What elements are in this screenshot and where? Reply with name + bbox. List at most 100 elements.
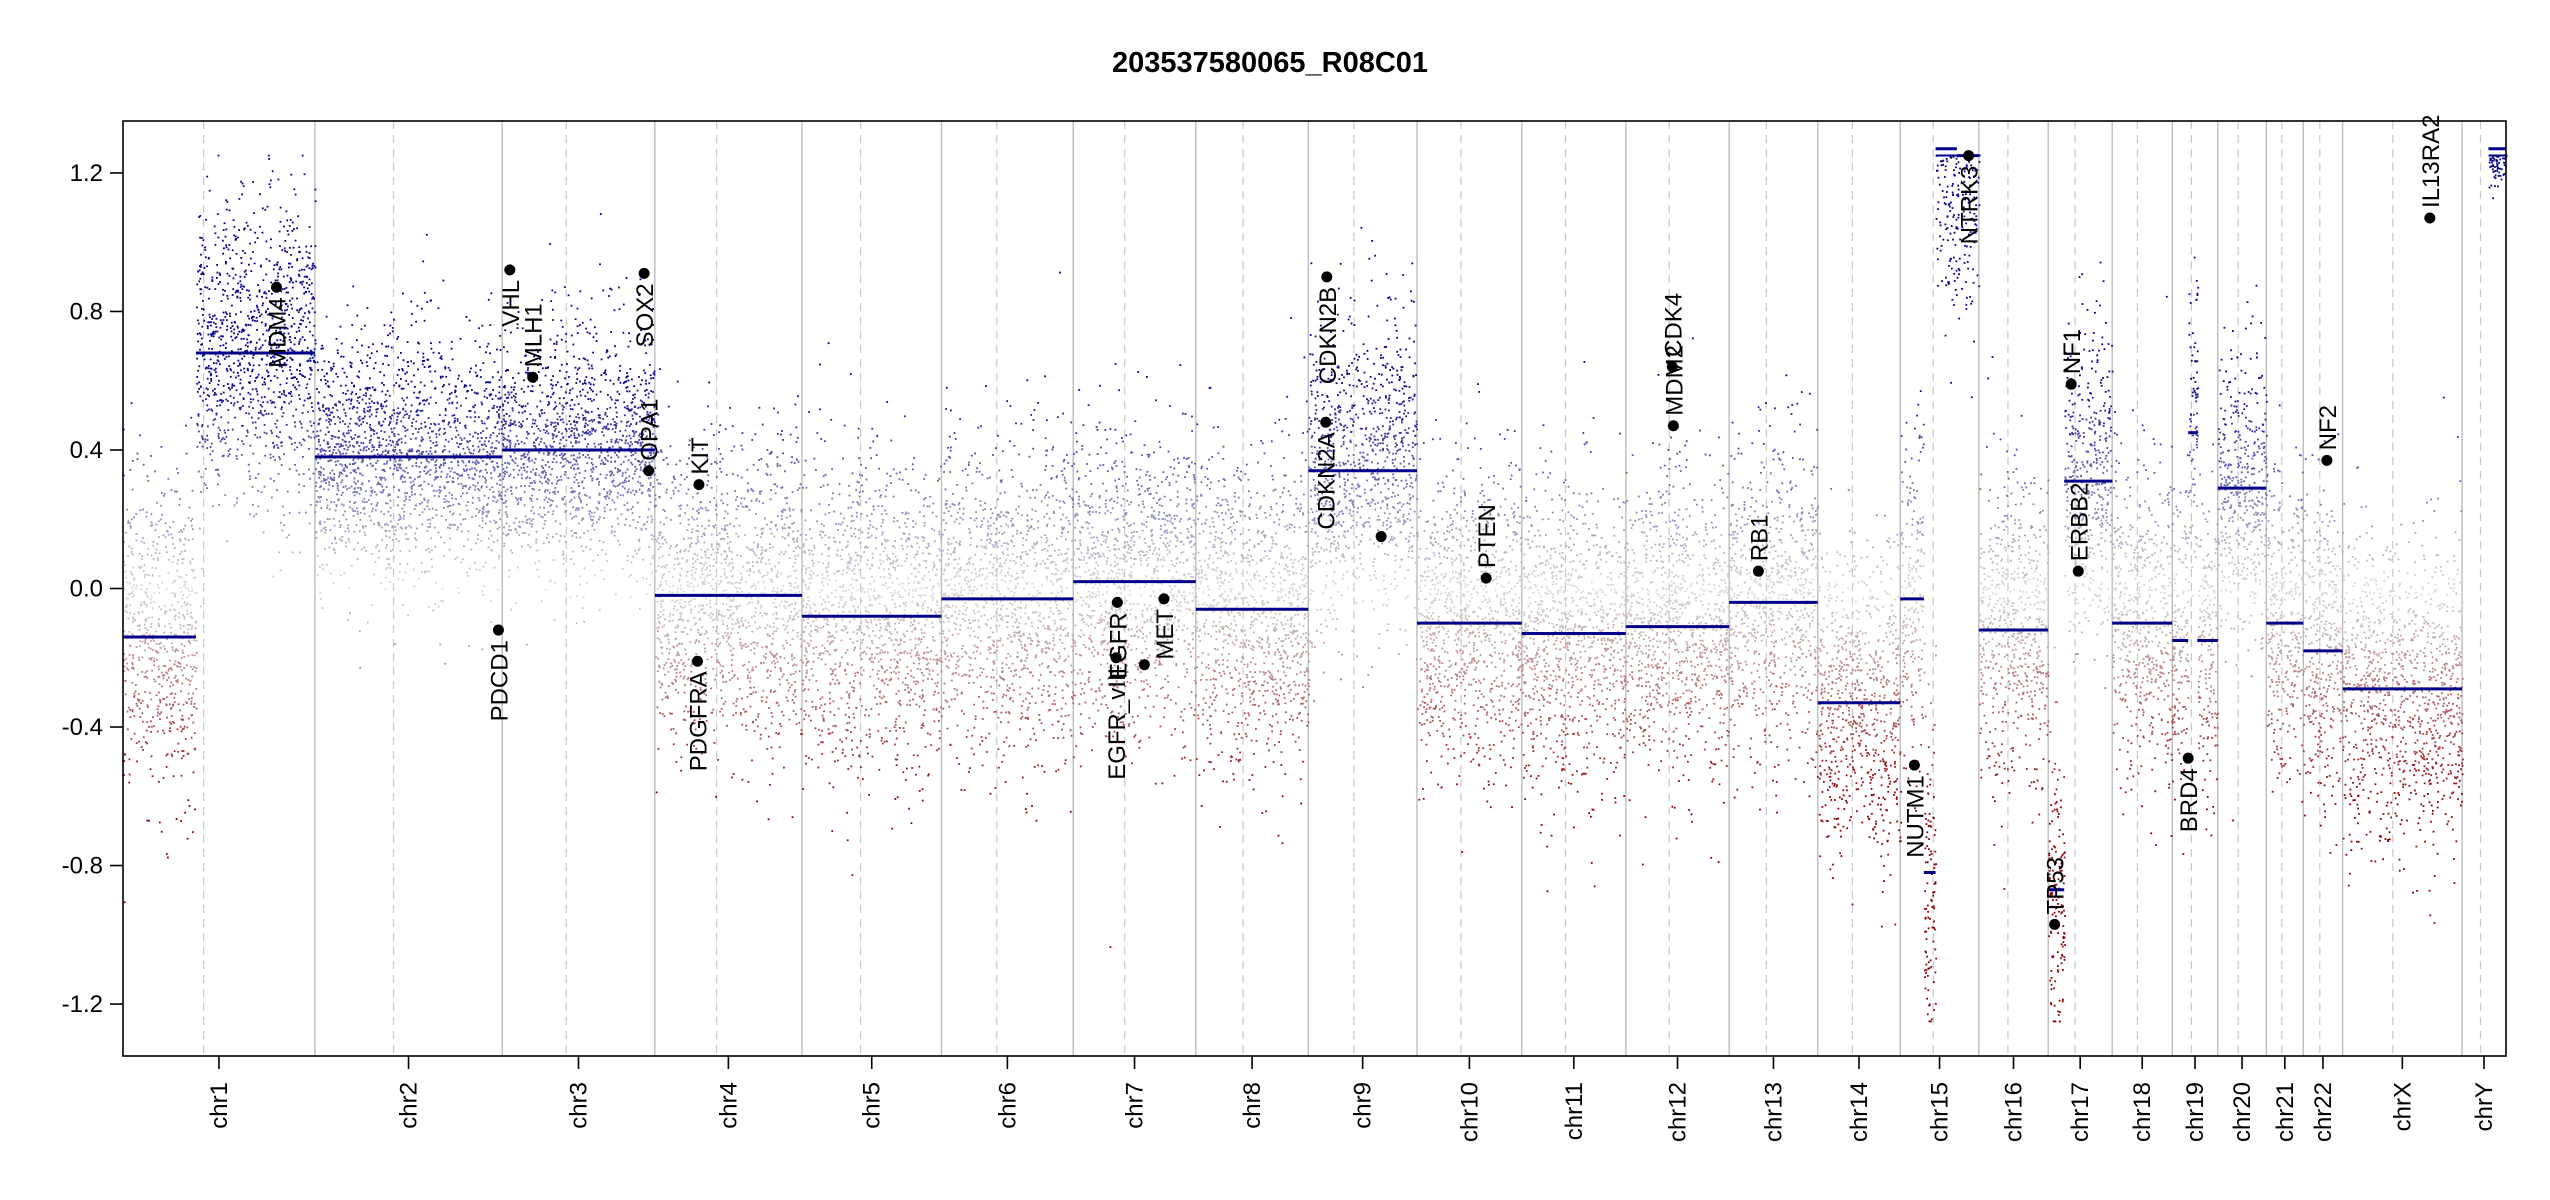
- probe-point: [481, 510, 484, 513]
- probe-point: [235, 253, 238, 255]
- probe-point: [268, 343, 270, 346]
- probe-point: [645, 382, 647, 385]
- probe-point: [332, 365, 335, 368]
- probe-point: [535, 530, 538, 533]
- probe-point: [272, 361, 275, 363]
- probe-point: [551, 461, 554, 463]
- probe-point: [219, 440, 222, 443]
- probe-point: [139, 588, 142, 591]
- probe-point: [235, 313, 237, 316]
- probe-point: [369, 462, 372, 465]
- probe-point: [333, 524, 336, 527]
- probe-point: [294, 337, 296, 339]
- probe-point: [611, 428, 614, 431]
- probe-point: [314, 361, 316, 364]
- probe-point: [503, 545, 506, 547]
- probe-point: [309, 321, 311, 324]
- probe-point: [472, 496, 474, 499]
- probe-point: [597, 518, 600, 520]
- probe-point: [631, 378, 633, 381]
- probe-point: [268, 336, 271, 338]
- probe-point: [362, 417, 365, 420]
- probe-point: [396, 415, 399, 418]
- probe-point: [503, 420, 506, 422]
- probe-point: [610, 438, 613, 441]
- probe-point: [309, 357, 312, 360]
- probe-point: [592, 427, 594, 430]
- probe-point: [566, 363, 568, 365]
- probe-point: [345, 375, 348, 378]
- probe-point: [389, 567, 392, 569]
- probe-point: [410, 300, 413, 303]
- probe-point: [378, 550, 381, 552]
- probe-point: [138, 656, 140, 659]
- probe-point: [561, 455, 564, 457]
- probe-point: [572, 550, 575, 553]
- probe-point: [552, 437, 554, 440]
- probe-point: [575, 382, 578, 384]
- probe-point: [571, 445, 574, 448]
- probe-point: [256, 376, 259, 378]
- probe-point: [309, 349, 312, 352]
- probe-point: [241, 357, 243, 360]
- probe-point: [343, 470, 346, 472]
- probe-point: [373, 454, 376, 456]
- probe-point: [614, 427, 617, 429]
- probe-point: [637, 459, 640, 462]
- probe-point: [158, 591, 161, 594]
- probe-point: [426, 460, 428, 462]
- probe-point: [309, 397, 311, 400]
- probe-point: [268, 158, 270, 160]
- probe-point: [520, 473, 523, 476]
- probe-point: [590, 400, 593, 402]
- probe-point: [397, 578, 400, 581]
- probe-point: [217, 360, 220, 363]
- probe-point: [305, 265, 308, 268]
- probe-point: [622, 382, 625, 384]
- probe-point: [123, 560, 125, 563]
- probe-point: [358, 415, 361, 418]
- probe-point: [126, 667, 128, 670]
- probe-point: [451, 494, 453, 496]
- probe-point: [145, 617, 148, 620]
- probe-point: [552, 445, 554, 448]
- probe-point: [318, 522, 321, 524]
- probe-point: [279, 266, 282, 268]
- probe-point: [399, 451, 402, 454]
- probe-point: [634, 405, 637, 408]
- probe-point: [573, 432, 575, 435]
- probe-point: [529, 413, 532, 416]
- probe-point: [560, 363, 563, 366]
- probe-point: [539, 384, 541, 387]
- probe-point: [404, 410, 407, 413]
- probe-point: [634, 549, 636, 552]
- probe-point: [329, 394, 332, 396]
- probe-point: [439, 427, 441, 430]
- probe-point: [440, 355, 443, 358]
- probe-point: [353, 548, 355, 551]
- probe-point: [456, 442, 458, 444]
- probe-point: [173, 701, 176, 703]
- probe-point: [134, 619, 137, 622]
- probe-point: [391, 330, 394, 333]
- probe-point: [363, 506, 366, 509]
- probe-point: [363, 446, 366, 449]
- probe-point: [600, 374, 603, 376]
- probe-point: [251, 368, 254, 371]
- probe-point: [143, 575, 146, 578]
- probe-point: [250, 310, 252, 313]
- probe-point: [240, 331, 243, 334]
- probe-point: [770, 532, 773, 535]
- probe-point: [502, 324, 504, 327]
- probe-point: [296, 258, 299, 260]
- probe-point: [397, 519, 400, 521]
- probe-point: [774, 662, 776, 665]
- probe-point: [472, 435, 474, 438]
- probe-point: [417, 397, 420, 399]
- probe-point: [136, 673, 139, 676]
- probe-point: [613, 309, 616, 312]
- probe-point: [700, 700, 703, 703]
- probe-point: [264, 324, 267, 327]
- probe-point: [523, 532, 526, 534]
- probe-point: [536, 498, 539, 500]
